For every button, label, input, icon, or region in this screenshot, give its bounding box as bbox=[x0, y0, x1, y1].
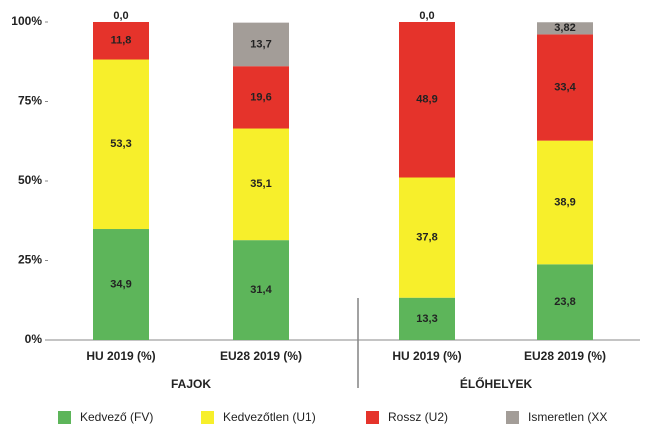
value-label: 38,9 bbox=[554, 196, 575, 208]
bar-segment bbox=[93, 22, 149, 60]
group-label: FAJOK bbox=[171, 377, 211, 391]
bar-segment bbox=[537, 22, 593, 35]
bar-segment bbox=[233, 22, 289, 67]
value-label: 53,3 bbox=[110, 138, 131, 150]
value-label: 23,8 bbox=[554, 296, 575, 308]
bar-segment bbox=[93, 229, 149, 340]
bar-segment bbox=[399, 22, 455, 178]
legend-label: Kedvezőtlen (U1) bbox=[223, 410, 316, 424]
y-tick-label: 25% bbox=[18, 253, 42, 267]
x-tick-label: HU 2019 (%) bbox=[392, 349, 461, 363]
x-tick-label: EU28 2019 (%) bbox=[524, 349, 606, 363]
bar-segment bbox=[537, 34, 593, 141]
value-label: 19,6 bbox=[250, 91, 271, 103]
bar-segment bbox=[233, 66, 289, 129]
value-label: 3,82 bbox=[554, 22, 575, 34]
value-label: 35,1 bbox=[250, 178, 271, 190]
value-label: 34,9 bbox=[110, 278, 131, 290]
x-tick-label: EU28 2019 (%) bbox=[220, 349, 302, 363]
y-tick-label: 0% bbox=[25, 332, 43, 346]
bar-segment bbox=[93, 59, 149, 230]
bar-segment bbox=[233, 128, 289, 241]
y-tick-label: 50% bbox=[18, 173, 42, 187]
legend-label: Rossz (U2) bbox=[388, 410, 448, 424]
value-label: 48,9 bbox=[416, 94, 437, 106]
value-label: 33,4 bbox=[554, 81, 576, 93]
legend-label: Kedvező (FV) bbox=[80, 410, 153, 424]
value-label: 13,7 bbox=[250, 38, 271, 50]
group-label: ÉLŐHELYEK bbox=[460, 376, 533, 391]
legend-label: Ismeretlen (XX bbox=[528, 410, 607, 424]
bar-segment bbox=[399, 297, 455, 340]
y-tick-label: 100% bbox=[11, 14, 42, 28]
bar-segment bbox=[537, 140, 593, 265]
bar-segment bbox=[233, 240, 289, 340]
legend-swatch bbox=[366, 411, 379, 424]
bar-segment bbox=[537, 264, 593, 340]
value-label: 31,4 bbox=[250, 284, 272, 296]
value-label: 0,0 bbox=[113, 10, 128, 22]
y-tick-label: 75% bbox=[18, 94, 42, 108]
legend-swatch bbox=[201, 411, 214, 424]
value-label: 0,0 bbox=[419, 10, 434, 22]
bar-segment bbox=[399, 177, 455, 298]
x-tick-label: HU 2019 (%) bbox=[86, 349, 155, 363]
value-label: 37,8 bbox=[416, 232, 437, 244]
legend-swatch bbox=[58, 411, 71, 424]
value-label: 11,8 bbox=[111, 35, 132, 47]
legend-swatch bbox=[506, 411, 519, 424]
value-label: 13,3 bbox=[416, 313, 437, 325]
